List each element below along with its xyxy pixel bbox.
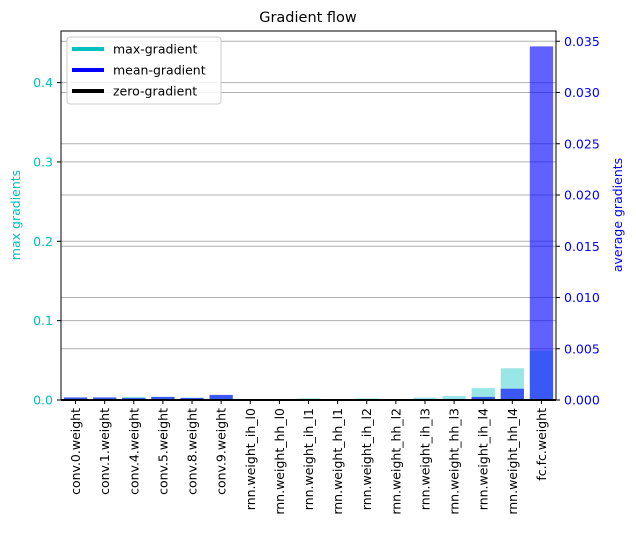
- right-axis: 0.000 0.005 0.010 0.015 0.020 0.025 0.030 0.035: [556, 34, 600, 408]
- x-tick-label: rnn.weight_hh_l1: [330, 408, 345, 515]
- right-tick-label: 0.025: [564, 136, 600, 151]
- bar-mean-gradient: [180, 397, 204, 400]
- bars-max: [63, 350, 554, 400]
- left-tick-label: 0.4: [33, 75, 53, 90]
- right-tick-label: 0.015: [564, 239, 600, 254]
- x-tick-label: conv.5.weight: [155, 408, 170, 495]
- legend: max-gradient mean-gradient zero-gradient: [66, 36, 222, 105]
- left-axis: 0.0 0.1 0.2 0.3 0.4: [33, 75, 61, 408]
- bar-max-gradient: [413, 397, 437, 400]
- x-axis: conv.0.weight conv.1.weight conv.4.weight c…: [68, 400, 549, 515]
- x-tick-label: rnn.weight_ih_l1: [301, 408, 316, 510]
- bar-mean-gradient: [529, 46, 554, 400]
- x-tick-label: rnn.weight_hh_l4: [505, 408, 520, 515]
- x-tick-label: rnn.weight_hh_l2: [388, 408, 403, 515]
- x-tick-label: rnn.weight_ih_l2: [359, 408, 374, 510]
- bar-mean-gradient: [471, 396, 495, 400]
- legend-label: zero-gradient: [113, 84, 197, 99]
- left-tick-label: 0.3: [33, 154, 53, 169]
- x-tick-label: conv.4.weight: [126, 408, 141, 495]
- legend-label: mean-gradient: [113, 63, 206, 78]
- x-tick-label: conv.9.weight: [214, 408, 229, 495]
- right-tick-label: 0.005: [564, 341, 600, 356]
- bar-mean-gradient: [122, 397, 146, 400]
- left-tick-label: 0.2: [33, 234, 53, 249]
- left-axis-label: max gradients: [8, 170, 23, 260]
- x-tick-label: conv.8.weight: [185, 408, 200, 495]
- x-tick-label: rnn.weight_hh_l0: [272, 408, 287, 515]
- right-tick-label: 0.000: [564, 393, 600, 408]
- bar-mean-gradient: [500, 388, 524, 400]
- x-tick-label: rnn.weight_ih_l3: [417, 408, 432, 510]
- x-tick-label: rnn.weight_ih_l0: [243, 408, 258, 510]
- right-tick-label: 0.035: [564, 34, 600, 49]
- bar-max-gradient: [442, 396, 466, 400]
- bar-mean-gradient: [209, 394, 233, 400]
- x-tick-label: fc.fc.weight: [534, 408, 549, 481]
- x-tick-label: conv.1.weight: [97, 408, 112, 495]
- chart-title: Gradient flow: [259, 10, 357, 26]
- x-tick-label: rnn.weight_hh_l3: [447, 408, 462, 515]
- legend-label: max-gradient: [113, 42, 197, 57]
- right-axis-label: average gradients: [610, 158, 625, 272]
- bar-mean-gradient: [151, 396, 175, 400]
- right-tick-label: 0.030: [564, 85, 600, 100]
- right-tick-label: 0.020: [564, 188, 600, 203]
- bar-max-gradient: [471, 388, 495, 400]
- legend-box: [66, 36, 222, 105]
- x-tick-label: conv.0.weight: [68, 408, 83, 495]
- left-tick-label: 0.1: [33, 313, 53, 328]
- left-tick-label: 0.0: [33, 393, 53, 408]
- right-tick-label: 0.010: [564, 290, 600, 305]
- bar-mean-gradient: [93, 397, 117, 400]
- bar-mean-gradient: [63, 397, 88, 400]
- x-tick-label: rnn.weight_ih_l4: [476, 408, 491, 510]
